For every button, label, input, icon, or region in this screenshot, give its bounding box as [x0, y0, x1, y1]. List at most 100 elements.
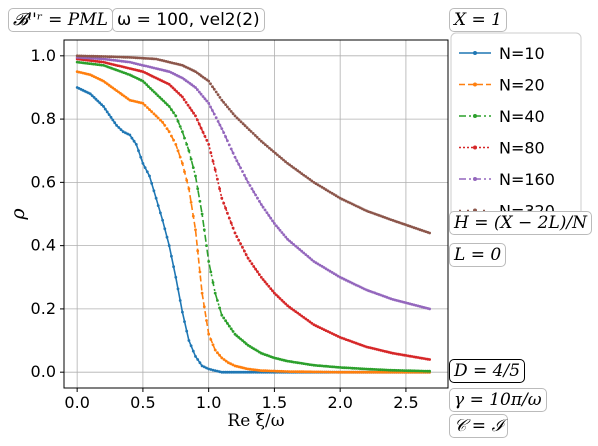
y-tick-label: 0.6 [31, 172, 56, 191]
data-point [244, 253, 248, 257]
data-point [334, 194, 338, 198]
series-n-80 [75, 57, 431, 361]
data-point [284, 160, 287, 164]
data-point [243, 124, 247, 128]
data-point [309, 370, 313, 374]
data-point [329, 370, 332, 374]
data-point [286, 304, 289, 308]
data-point [241, 170, 244, 173]
data-point [363, 344, 366, 348]
data-point [344, 278, 348, 282]
data-point [216, 93, 220, 97]
data-point [310, 179, 314, 183]
data-point [241, 370, 245, 374]
data-point [220, 98, 224, 102]
data-point [152, 189, 156, 193]
data-point [83, 61, 87, 65]
data-point [253, 134, 257, 137]
data-point [139, 155, 143, 159]
data-point [94, 57, 97, 60]
data-point [253, 370, 257, 374]
data-point [344, 370, 348, 374]
data-point [298, 248, 302, 251]
data-point [89, 56, 93, 60]
data-point [203, 134, 207, 138]
data-point [167, 82, 171, 86]
data-point [176, 287, 180, 291]
x-tick-label: 2.0 [327, 393, 352, 412]
data-point [176, 119, 180, 123]
data-point [212, 87, 216, 91]
series-n-10 [75, 86, 431, 374]
annotation-D: D = 4/5 [449, 359, 526, 383]
data-point [160, 97, 164, 101]
data-point [170, 254, 173, 258]
data-point [322, 187, 326, 190]
annotation-L: L = 0 [449, 243, 507, 267]
data-point [381, 370, 385, 374]
data-point [288, 305, 291, 309]
data-point [354, 283, 358, 287]
data-point [229, 362, 233, 366]
data-point [278, 228, 282, 232]
data-point [187, 187, 191, 191]
data-point [274, 369, 277, 373]
data-point [148, 57, 152, 60]
data-point [148, 108, 151, 111]
data-point [216, 351, 219, 355]
data-point [373, 368, 376, 371]
data-point [90, 94, 94, 97]
data-point [243, 249, 246, 253]
data-point [179, 93, 182, 97]
data-point [207, 143, 211, 146]
data-point [79, 54, 83, 58]
data-point [322, 364, 326, 368]
data-point [298, 170, 302, 174]
data-point [136, 62, 140, 66]
data-point [172, 265, 176, 269]
data-point [250, 187, 254, 191]
data-point [145, 83, 149, 87]
data-point [174, 275, 178, 279]
data-point [137, 149, 140, 153]
data-point [317, 370, 321, 374]
data-point [126, 55, 130, 59]
data-point [207, 260, 211, 263]
data-point [102, 105, 105, 108]
data-point [91, 57, 95, 60]
data-point [226, 105, 229, 109]
data-point [258, 273, 261, 276]
annotation-omega: ω = 100, vel2(2) [112, 8, 265, 32]
data-point [237, 118, 241, 122]
data-point [294, 310, 298, 313]
data-point [235, 370, 239, 374]
data-point [290, 241, 293, 245]
data-point [424, 369, 428, 373]
data-point [379, 348, 382, 352]
data-point [237, 238, 241, 242]
data-point [254, 193, 257, 197]
data-point [138, 56, 142, 60]
data-point [150, 182, 154, 185]
data-point [399, 369, 402, 372]
series-n-320 [75, 54, 431, 235]
data-point [245, 370, 249, 374]
data-point [211, 343, 215, 347]
data-point [371, 367, 374, 371]
data-point [340, 366, 344, 369]
data-point [308, 320, 312, 324]
data-point [178, 125, 182, 128]
data-point [246, 181, 250, 184]
data-point [218, 96, 222, 99]
data-point [162, 59, 166, 63]
data-point [306, 254, 310, 258]
data-point [271, 219, 274, 223]
data-point [321, 370, 324, 374]
legend-label: N=20 [499, 76, 545, 95]
data-point [83, 58, 87, 62]
data-point [115, 124, 118, 127]
data-point [365, 367, 368, 371]
data-point [340, 370, 344, 374]
data-point [273, 222, 276, 225]
data-point [282, 300, 286, 304]
